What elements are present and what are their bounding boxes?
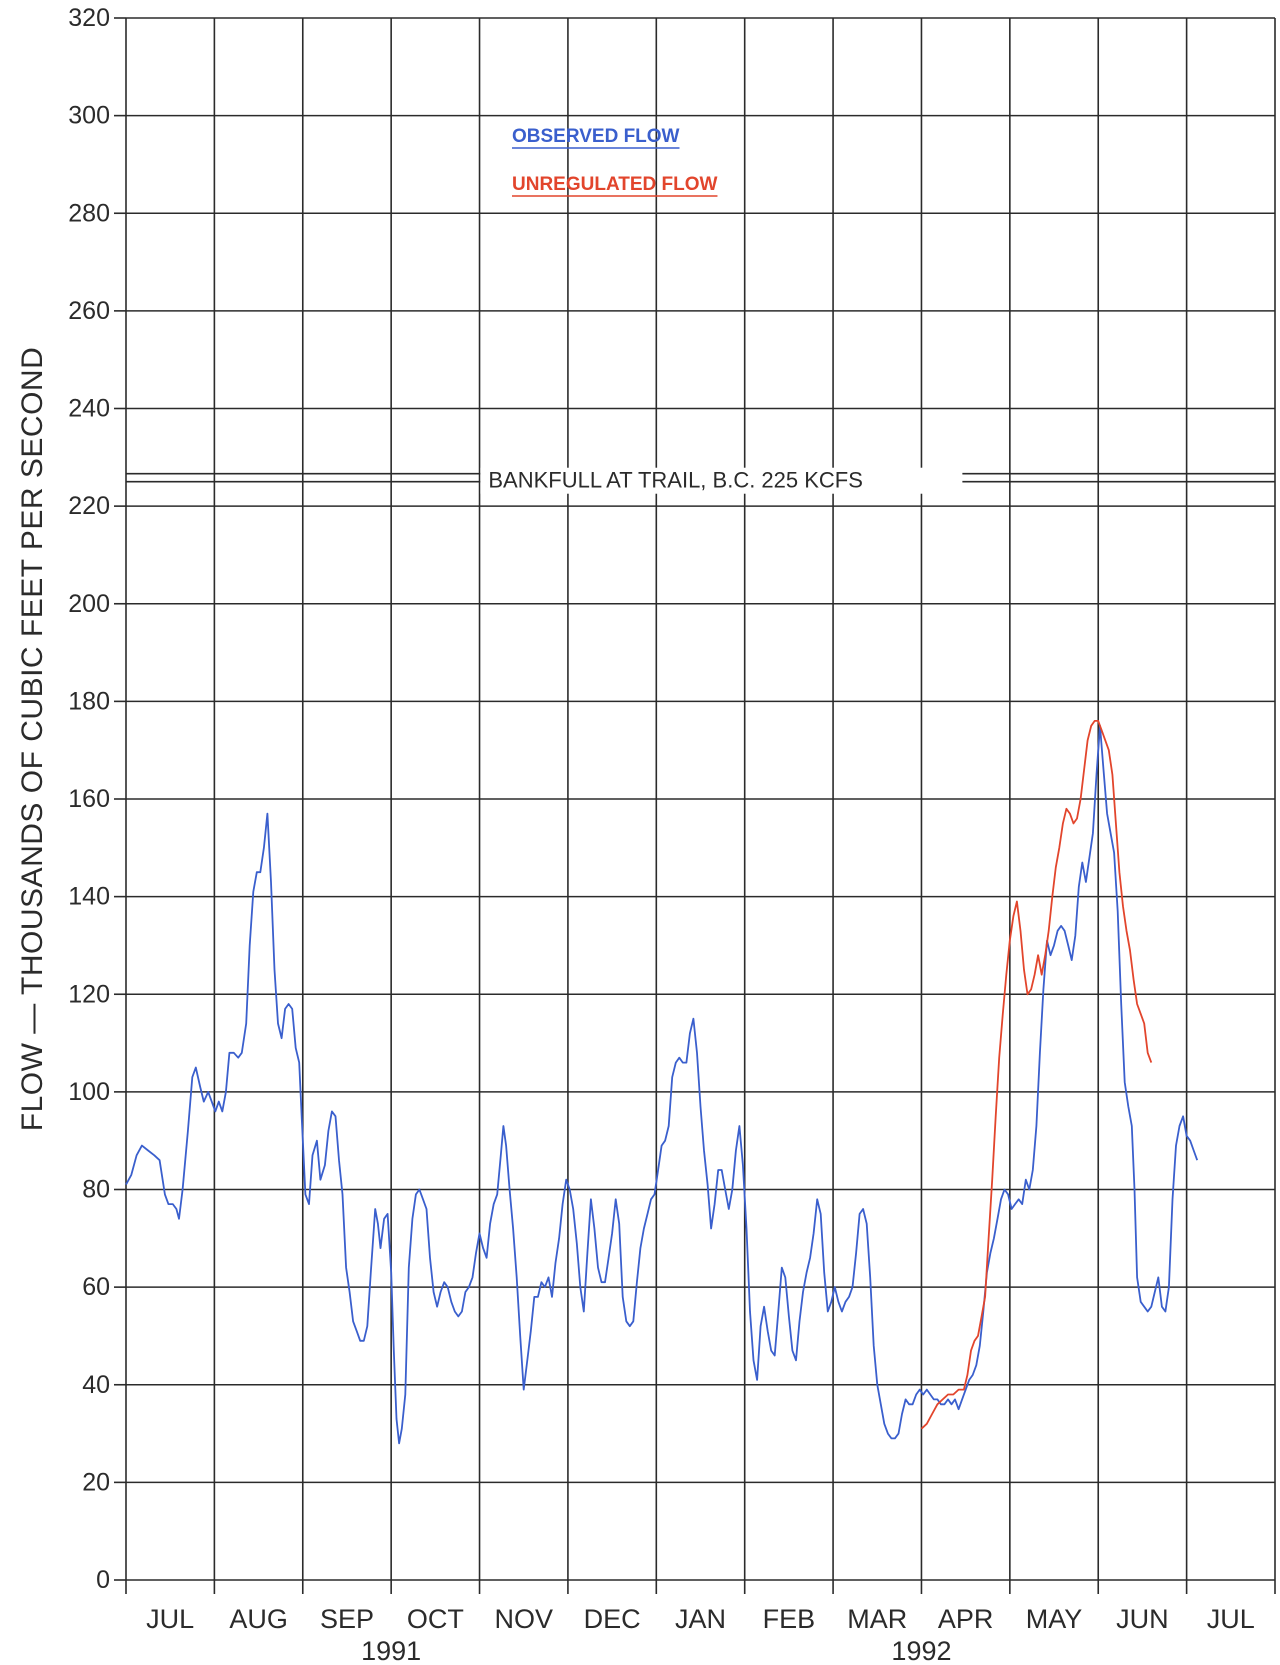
x-tick-label: SEP xyxy=(320,1604,374,1634)
y-tick-label: 100 xyxy=(68,1078,110,1106)
x-tick-label: NOV xyxy=(494,1604,553,1634)
x-tick-label: MAY xyxy=(1026,1604,1083,1634)
y-tick-label: 240 xyxy=(68,395,110,423)
x-tick-label: AUG xyxy=(229,1604,288,1634)
y-tick-label: 60 xyxy=(82,1273,110,1301)
y-tick-label: 80 xyxy=(82,1176,110,1204)
x-year-label: 1991 xyxy=(361,1636,421,1665)
y-tick-label: 140 xyxy=(68,883,110,911)
y-tick-label: 180 xyxy=(68,687,110,715)
x-tick-label: JAN xyxy=(675,1604,726,1634)
bankfull-label-mask xyxy=(480,467,963,494)
y-tick-label: 260 xyxy=(68,297,110,325)
bankfull-label: BANKFULL AT TRAIL, B.C. 225 KCFS xyxy=(488,468,863,493)
y-tick-label: 20 xyxy=(82,1468,110,1496)
x-tick-label: JUN xyxy=(1116,1604,1169,1634)
x-tick-label: FEB xyxy=(763,1604,816,1634)
x-tick-label: APR xyxy=(938,1604,994,1634)
bankfull-reference: BANKFULL AT TRAIL, B.C. 225 KCFS xyxy=(126,467,1275,494)
x-tick-label: MAR xyxy=(847,1604,907,1634)
legend-observed-flow: OBSERVED FLOW xyxy=(512,126,680,147)
x-axis: JUL AUG SEP OCT NOV DEC JAN FEB MAR APR MAY JUN JUL 1… xyxy=(125,1580,1276,1665)
y-tick-label: 220 xyxy=(68,492,110,520)
x-tick-label: OCT xyxy=(407,1604,464,1634)
series-line-unregulated-flow xyxy=(920,720,1153,1430)
y-axis: 0 20 40 60 80 100 120 140 160 180 200 220 240 260 280 3… xyxy=(68,4,126,1594)
y-tick-label: 0 xyxy=(96,1566,110,1594)
y-tick-label: 320 xyxy=(68,4,110,32)
legend: OBSERVED FLOW UNREGULATED FLOW xyxy=(512,126,718,197)
grid xyxy=(125,17,1276,1581)
y-tick-label: 40 xyxy=(82,1371,110,1399)
y-tick-label: 200 xyxy=(68,590,110,618)
x-tick-label: JUL xyxy=(146,1604,194,1634)
y-tick-label: 280 xyxy=(68,199,110,227)
legend-unregulated-flow: UNREGULATED FLOW xyxy=(512,174,718,195)
x-tick-label: DEC xyxy=(584,1604,641,1634)
y-tick-label: 160 xyxy=(68,785,110,813)
y-axis-label: FLOW — THOUSANDS OF CUBIC FEET PER SECON… xyxy=(16,347,49,1131)
y-tick-label: 120 xyxy=(68,980,110,1008)
series-lines xyxy=(125,720,1199,1445)
series-line-observed-flow xyxy=(125,724,1199,1445)
x-year-label: 1992 xyxy=(891,1636,951,1665)
x-tick-label: JUL xyxy=(1207,1604,1255,1634)
y-tick-label: 300 xyxy=(68,102,110,130)
